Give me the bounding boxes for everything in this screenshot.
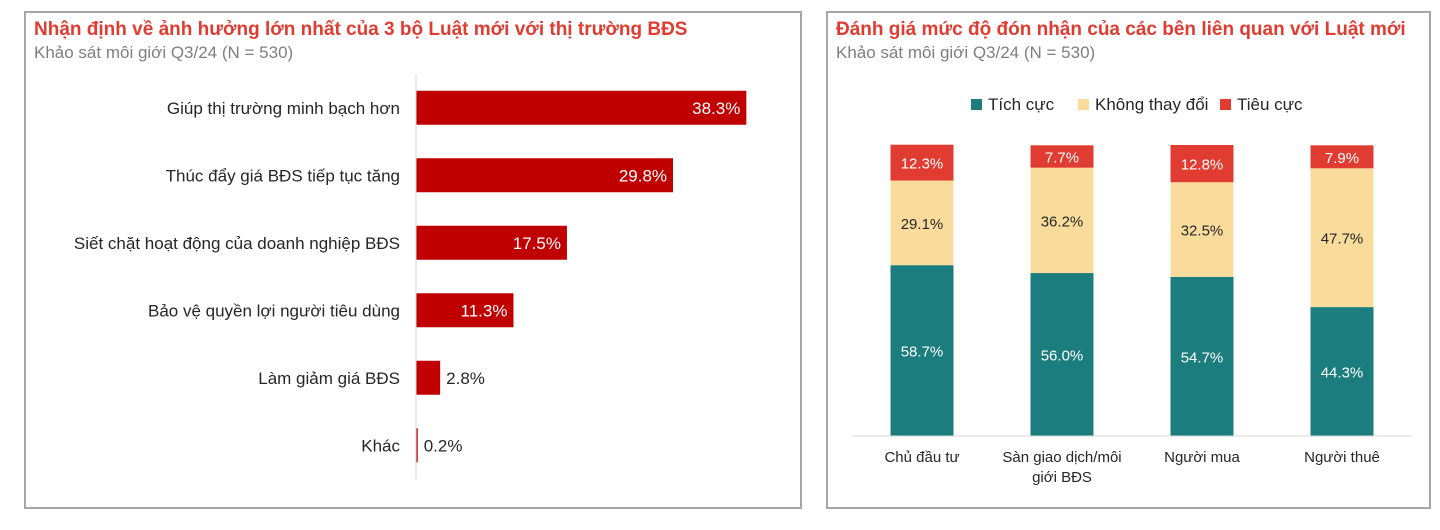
stacked-segment	[1310, 145, 1374, 169]
data-label: 0.2%	[424, 436, 463, 455]
bar-1	[416, 158, 674, 193]
stacked-bar-chart: Tích cực Không thay đổi Tiêu cực 58.7% 29.1%…	[852, 95, 1412, 486]
stacked-segment	[1030, 273, 1094, 436]
category-label: Chủ đầu tư	[884, 449, 959, 466]
stacked-segment	[1170, 182, 1234, 277]
legend-label: Không thay đổi	[1095, 95, 1208, 114]
segment-label: 29.1%	[901, 216, 944, 233]
category-label: Sàn giao dịch/môi	[1002, 449, 1121, 466]
segment-label: 56.0%	[1041, 348, 1084, 365]
left-chart-title: Nhận định về ảnh hưởng lớn nhất của 3 bộ…	[34, 19, 688, 40]
left-chart-subtitle: Khảo sát môi giới Q3/24 (N = 530)	[34, 43, 294, 62]
stacked-segment	[1170, 276, 1234, 436]
category-label: Làm giảm giá BĐS	[258, 369, 400, 388]
category-label: Giúp thị trường minh bạch hơn	[167, 99, 400, 118]
segment-label: 12.3%	[901, 156, 944, 173]
segment-label: 58.7%	[901, 344, 944, 361]
category-label: Thúc đẩy giá BĐS tiếp tục tăng	[166, 166, 400, 185]
bar-4	[416, 360, 441, 395]
bar-3	[416, 293, 514, 328]
stacked-segment	[1030, 167, 1094, 274]
stacked-segment	[1310, 307, 1374, 436]
bar-5	[416, 428, 418, 463]
segment-label: 12.8%	[1181, 157, 1224, 174]
segment-label: 54.7%	[1181, 349, 1224, 366]
segment-label: 47.7%	[1321, 231, 1364, 248]
bar-0	[416, 90, 747, 125]
category-label: Bảo vệ quyền lợi người tiêu dùng	[148, 301, 400, 320]
stacked-segment	[1310, 168, 1374, 308]
segment-label: 32.5%	[1181, 223, 1224, 240]
segment-label: 44.3%	[1321, 365, 1364, 382]
stacked-segment	[1170, 145, 1234, 183]
stacked-segment	[890, 265, 954, 436]
category-label: Khác	[361, 436, 400, 455]
data-label: 38.3%	[692, 99, 740, 118]
segment-label: 36.2%	[1041, 213, 1084, 230]
legend-label: Tiêu cực	[1237, 95, 1303, 114]
legend-label: Tích cực	[988, 95, 1055, 114]
legend-swatch	[971, 99, 982, 110]
legend-swatch	[1220, 99, 1231, 110]
right-chart-panel: Đánh giá mức độ đón nhận của các bên liê…	[826, 11, 1431, 509]
category-label: Siết chặt hoạt động của doanh nghiệp BĐS	[74, 234, 400, 253]
category-label: Người mua	[1164, 449, 1240, 466]
left-chart-panel: Nhận định về ảnh hưởng lớn nhất của 3 bộ…	[24, 11, 802, 509]
segment-label: 7.9%	[1325, 150, 1359, 167]
category-label: Người thuê	[1304, 449, 1380, 466]
category-label: giới BĐS	[1032, 469, 1092, 486]
data-label: 11.3%	[461, 301, 508, 320]
stacked-segment	[890, 144, 954, 181]
stacked-segment	[890, 180, 954, 266]
data-label: 29.8%	[619, 166, 667, 185]
legend-swatch	[1078, 99, 1089, 110]
segment-label: 7.7%	[1045, 149, 1079, 166]
data-label: 2.8%	[446, 369, 485, 388]
horizontal-bar-chart: Giúp thị trường minh bạch hơn 38.3% Thúc đ…	[74, 74, 747, 479]
right-chart-title: Đánh giá mức độ đón nhận của các bên liê…	[836, 19, 1406, 40]
data-label: 17.5%	[513, 234, 561, 253]
right-chart-subtitle: Khảo sát môi giới Q3/24 (N = 530)	[836, 43, 1096, 62]
bar-2	[416, 225, 567, 260]
stacked-segment	[1030, 145, 1094, 168]
